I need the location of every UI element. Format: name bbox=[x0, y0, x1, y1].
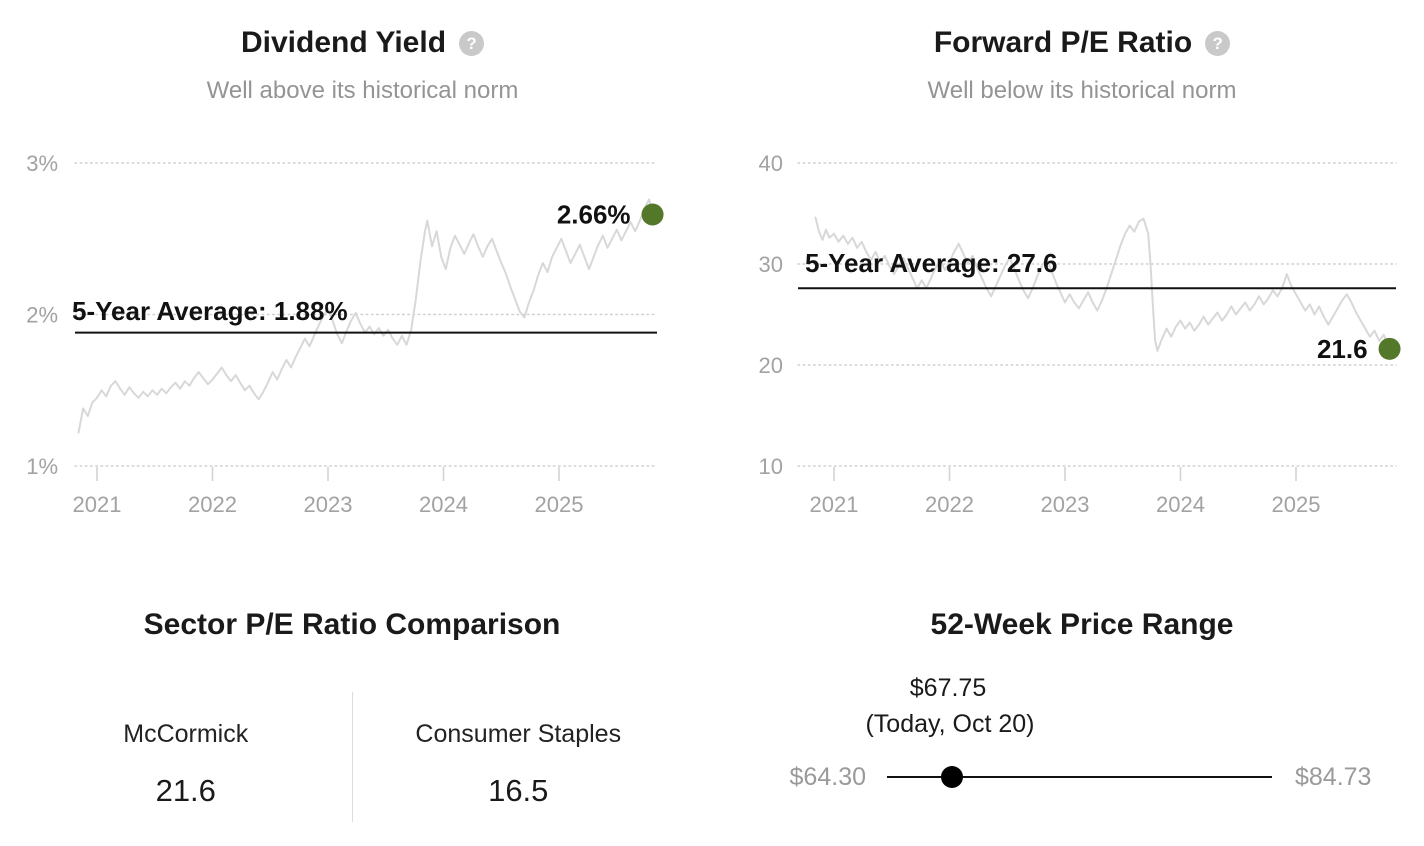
x-tick-label: 2022 bbox=[188, 492, 237, 517]
y-tick-label: 2% bbox=[26, 303, 58, 328]
help-icon[interactable]: ? bbox=[1205, 30, 1231, 56]
gridlines-group: 3% 2% 1% 2021 2022 2023 2024 2025 bbox=[26, 151, 658, 517]
y-tick-label: 10 bbox=[759, 454, 783, 479]
chart-title: Dividend Yield ? bbox=[20, 14, 705, 60]
chart-subtitle: Well below its historical norm bbox=[927, 77, 1237, 104]
current-value-marker bbox=[1378, 337, 1401, 360]
history-line bbox=[814, 216, 1391, 352]
consumer-staples-column: Consumer Staples 16.5 bbox=[353, 692, 685, 822]
question-mark-glyph: ? bbox=[1212, 33, 1223, 53]
dividend-yield-chart: 3% 2% 1% 2021 2022 2023 2024 2025 5-Year Averag… bbox=[26, 151, 664, 517]
forward-pe-chart: 40 30 20 10 2021 2022 2023 2024 2025 5-Year Aver… bbox=[759, 151, 1401, 517]
range-low-label: $64.30 bbox=[789, 763, 866, 791]
chart-title-text: Forward P/E Ratio bbox=[933, 26, 1193, 59]
average-line-label: 5-Year Average: 27.6 bbox=[805, 248, 1057, 278]
x-tick-label: 2021 bbox=[810, 492, 859, 517]
x-tick-label: 2022 bbox=[925, 492, 974, 517]
range-handle bbox=[941, 766, 963, 788]
question-mark-glyph: ? bbox=[466, 33, 477, 53]
price-range-panel: 52-Week Price Range $67.75 (Today, Oct 2… bbox=[740, 596, 1424, 836]
chart-title: Forward P/E Ratio ? bbox=[740, 14, 1424, 60]
history-line bbox=[77, 198, 654, 434]
x-tick-label: 2023 bbox=[1041, 492, 1090, 517]
series-group bbox=[77, 198, 654, 434]
help-icon[interactable]: ? bbox=[459, 30, 485, 56]
range-high-label: $84.73 bbox=[1295, 763, 1372, 791]
y-tick-label: 1% bbox=[26, 454, 58, 479]
average-line-label: 5-Year Average: 1.88% bbox=[72, 296, 348, 326]
sector-pe-value: 16.5 bbox=[488, 773, 549, 808]
chart-title-text: Dividend Yield bbox=[240, 26, 447, 59]
y-tick-label: 30 bbox=[759, 252, 783, 277]
gridlines-group: 40 30 20 10 2021 2022 2023 2024 2025 bbox=[759, 151, 1397, 517]
x-tick-label: 2025 bbox=[1272, 492, 1321, 517]
x-tick-label: 2025 bbox=[535, 492, 584, 517]
chart-header: Forward P/E Ratio ? Well below its histo… bbox=[740, 14, 1424, 105]
x-tick-label: 2024 bbox=[419, 492, 468, 517]
current-value-label: 21.6 bbox=[1317, 334, 1368, 364]
vertical-divider bbox=[351, 692, 353, 822]
panel-title: 52-Week Price Range bbox=[930, 608, 1234, 641]
dividend-yield-panel: Dividend Yield ? Well above its historic… bbox=[20, 14, 705, 554]
x-tick-label: 2024 bbox=[1156, 492, 1205, 517]
current-price-label: $67.75 bbox=[909, 674, 987, 702]
y-tick-label: 20 bbox=[759, 353, 783, 378]
y-tick-label: 3% bbox=[26, 151, 58, 176]
sector-pe-comparison-panel: Sector P/E Ratio Comparison McCormick 21… bbox=[20, 596, 684, 836]
chart-header: Dividend Yield ? Well above its historic… bbox=[20, 14, 705, 105]
sector-label: Consumer Staples bbox=[415, 720, 622, 748]
mccormick-column: McCormick 21.6 bbox=[20, 692, 352, 822]
x-tick-label: 2023 bbox=[304, 492, 353, 517]
current-value-label: 2.66% bbox=[557, 200, 631, 230]
company-pe-value: 21.6 bbox=[155, 773, 216, 808]
current-price-date: (Today, Oct 20) bbox=[865, 710, 1035, 738]
series-group bbox=[814, 216, 1391, 352]
forward-pe-panel: Forward P/E Ratio ? Well below its histo… bbox=[740, 14, 1424, 554]
comparison-row: McCormick 21.6 Consumer Staples 16.5 bbox=[20, 692, 684, 822]
panel-title: Sector P/E Ratio Comparison bbox=[143, 608, 561, 641]
company-label: McCormick bbox=[123, 720, 249, 748]
range-track bbox=[887, 776, 1272, 778]
y-tick-label: 40 bbox=[759, 151, 783, 176]
chart-subtitle: Well above its historical norm bbox=[206, 77, 519, 104]
current-value-marker bbox=[641, 203, 664, 226]
x-tick-label: 2021 bbox=[73, 492, 122, 517]
